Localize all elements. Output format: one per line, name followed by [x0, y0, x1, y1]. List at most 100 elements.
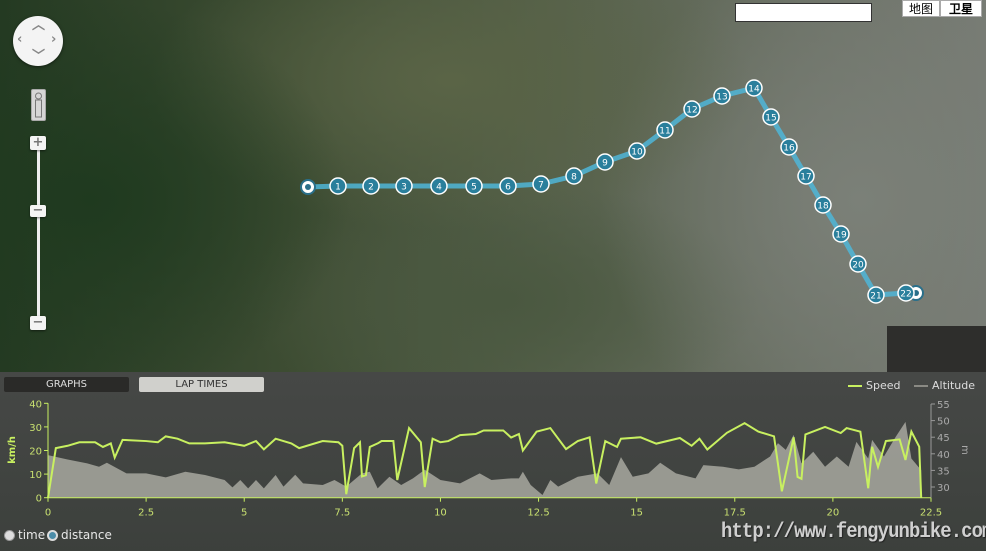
y2-axis-label: m [959, 445, 970, 455]
marker-circle [849, 255, 867, 273]
route-marker-14[interactable]: 14 [745, 79, 763, 97]
legend-altitude-label: Altitude [932, 379, 975, 392]
y2-tick-label: 30 [937, 483, 950, 494]
route-marker-22[interactable]: 22 [897, 284, 915, 302]
marker-label: 6 [505, 183, 511, 193]
marker-circle [430, 177, 448, 195]
tab-graphs[interactable]: GRAPHS [4, 377, 129, 392]
route-marker-10[interactable]: 10 [628, 142, 646, 160]
x-tick-label: 15 [630, 508, 643, 519]
y-axis-label: km/h [7, 436, 18, 464]
marker-circle [499, 177, 517, 195]
pan-right-icon[interactable]: › [51, 32, 57, 47]
zoom-out-button[interactable]: − [30, 316, 46, 330]
marker-label: 14 [748, 85, 760, 95]
radio-distance-icon[interactable] [47, 529, 58, 541]
x-tick-label: 2.5 [138, 508, 154, 519]
route-marker-5[interactable]: 5 [465, 177, 483, 195]
pan-control[interactable]: ︿ ﹀ ‹ › [13, 16, 63, 66]
marker-label: 9 [602, 159, 608, 169]
marker-label: 16 [783, 144, 795, 154]
y-tick-label: 10 [29, 470, 42, 481]
satellite-map[interactable]: 1 2 3 4 5 6 7 8 9 10 11 12 13 14 15 16 17 18 19 20 21 22 ︿ ﹀ … [0, 0, 986, 372]
x-tick-label: 7.5 [334, 508, 350, 519]
route-marker-17[interactable]: 17 [797, 167, 815, 185]
route-marker-9[interactable]: 9 [596, 153, 614, 171]
speed-line [47, 421, 923, 498]
altitude-area [48, 421, 922, 498]
route-marker-6[interactable]: 6 [499, 177, 517, 195]
route-marker-15[interactable]: 15 [762, 108, 780, 126]
marker-label: 17 [800, 173, 811, 183]
x-tick-label: 5 [241, 508, 247, 519]
radio-time-icon[interactable] [4, 529, 15, 541]
marker-label: 1 [335, 183, 341, 193]
route-marker-12[interactable]: 12 [683, 100, 701, 118]
x-tick-label: 20 [827, 508, 840, 519]
y2-tick-label: 40 [937, 450, 950, 461]
radio-distance[interactable]: distance [47, 528, 112, 542]
marker-label: 5 [471, 183, 477, 193]
marker-circle [628, 142, 646, 160]
pan-up-icon[interactable]: ︿ [32, 18, 46, 33]
marker-label: 19 [835, 231, 847, 241]
street-view-pegman-icon[interactable] [31, 89, 46, 121]
tab-lap-times[interactable]: LAP TIMES [139, 377, 264, 392]
marker-circle [867, 286, 885, 304]
marker-circle [797, 167, 815, 185]
marker-label: 20 [852, 261, 864, 271]
radio-time[interactable]: time [4, 528, 45, 542]
legend-speed-label: Speed [866, 379, 901, 392]
marker-label: 4 [436, 183, 442, 193]
radio-distance-label: distance [61, 528, 112, 542]
radio-time-label: time [18, 528, 46, 542]
route-marker-13[interactable]: 13 [713, 87, 731, 105]
x-tick-label: 0 [45, 508, 51, 519]
route-marker-20[interactable]: 20 [849, 255, 867, 273]
y-tick-label: 30 [29, 423, 42, 434]
route-marker-2[interactable]: 2 [362, 177, 380, 195]
marker-circle [745, 79, 763, 97]
y2-tick-label: 35 [937, 466, 950, 477]
route-marker-16[interactable]: 16 [780, 138, 798, 156]
route-marker-1[interactable]: 1 [329, 177, 347, 195]
start-marker-dot [305, 184, 311, 190]
pan-down-icon[interactable]: ﹀ [32, 49, 46, 64]
route-marker-21[interactable]: 21 [867, 286, 885, 304]
map-type-map-button[interactable]: 地图 [902, 0, 940, 17]
map-type-satellite-button[interactable]: 卫星 [940, 0, 982, 17]
route-marker-7[interactable]: 7 [532, 175, 550, 193]
marker-circle [532, 175, 550, 193]
marker-label: 15 [765, 114, 776, 124]
zoom-slider-track[interactable] [37, 150, 40, 316]
zoom-in-button[interactable]: + [30, 136, 46, 150]
marker-circle [329, 177, 347, 195]
route-marker-18[interactable]: 18 [814, 196, 832, 214]
pan-left-icon[interactable]: ‹ [17, 32, 23, 47]
route-marker-4[interactable]: 4 [430, 177, 448, 195]
marker-circle [683, 100, 701, 118]
marker-label: 22 [900, 290, 911, 300]
marker-circle [395, 177, 413, 195]
map-search-input[interactable] [735, 3, 872, 22]
marker-label: 18 [817, 202, 829, 212]
route-marker-11[interactable]: 11 [656, 121, 674, 139]
marker-circle [656, 121, 674, 139]
legend-speed: Speed [848, 379, 900, 392]
marker-circle [465, 177, 483, 195]
map-overlay-box [887, 326, 986, 372]
route-marker-3[interactable]: 3 [395, 177, 413, 195]
zoom-slider-handle[interactable]: − [30, 204, 46, 217]
route-marker-19[interactable]: 19 [832, 225, 850, 243]
marker-circle [713, 87, 731, 105]
y-tick-label: 0 [36, 494, 42, 505]
route-marker-8[interactable]: 8 [565, 167, 583, 185]
x-tick-label: 12.5 [527, 508, 549, 519]
marker-circle [762, 108, 780, 126]
y2-tick-label: 55 [937, 400, 950, 411]
watermark: http://www.fengyunbike.com [721, 521, 986, 544]
marker-circle [780, 138, 798, 156]
marker-label: 2 [368, 183, 374, 193]
x-tick-label: 22.5 [920, 508, 942, 519]
